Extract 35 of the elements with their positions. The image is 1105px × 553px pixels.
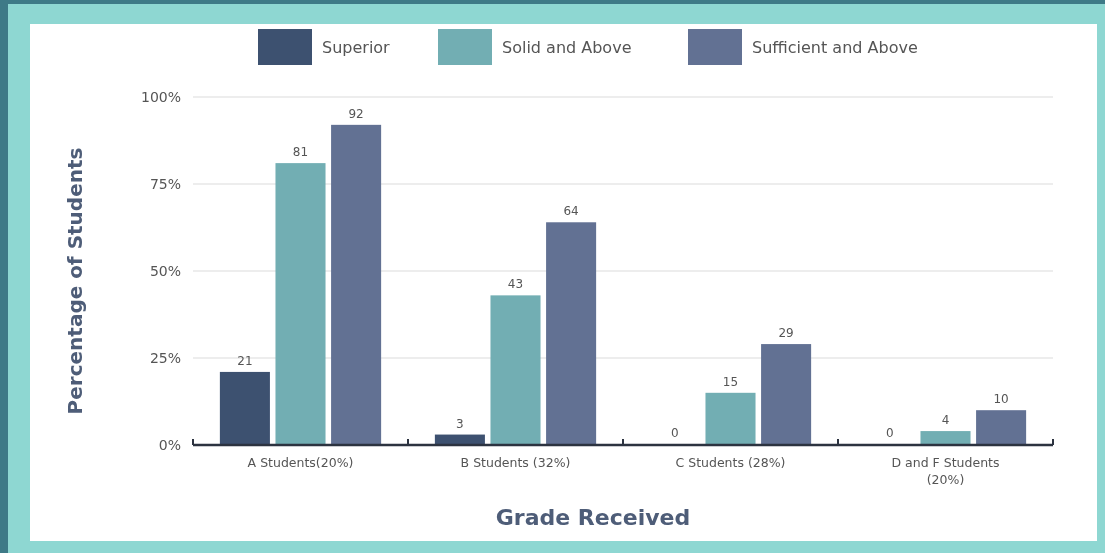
- data-label: 0: [671, 426, 679, 440]
- x-tick-label: C Students (28%): [675, 455, 786, 470]
- y-tick-label: 0%: [158, 436, 181, 453]
- bar: [546, 222, 597, 445]
- data-label: 4: [941, 413, 950, 428]
- bar: [705, 392, 756, 445]
- data-label: 21: [237, 353, 253, 368]
- x-axis-title: Grade Received: [495, 505, 691, 530]
- data-label: 0: [886, 426, 894, 440]
- x-tick-label: A Students(20%): [247, 455, 354, 470]
- x-tick-label: D and F Students (20%): [891, 455, 1000, 487]
- bar: [275, 163, 326, 445]
- data-label: 3: [456, 416, 464, 431]
- data-label: 15: [722, 374, 739, 389]
- data-label: 43: [507, 277, 524, 292]
- y-tick-label: 100%: [140, 88, 181, 105]
- legend-label: Sufficient and Above: [752, 37, 918, 57]
- x-tick-label: B Students (32%): [460, 455, 571, 470]
- y-tick-label: 75%: [149, 175, 181, 192]
- bar: [976, 410, 1027, 445]
- data-label: 29: [778, 326, 794, 341]
- data-label: 64: [563, 204, 579, 219]
- bar: [920, 431, 971, 445]
- bar: [490, 295, 541, 445]
- y-tick-label: 50%: [149, 262, 181, 279]
- legend-label: Superior: [322, 37, 391, 57]
- y-tick-label: 25%: [149, 349, 181, 366]
- bar: [219, 371, 270, 445]
- legend-label: Solid and Above: [502, 37, 632, 57]
- data-label: 81: [292, 145, 309, 160]
- y-axis-title: Percentage of Students: [63, 147, 87, 415]
- bar: [331, 124, 382, 445]
- bar: [761, 344, 812, 445]
- data-label: 10: [993, 392, 1009, 407]
- data-label: 92: [348, 106, 364, 121]
